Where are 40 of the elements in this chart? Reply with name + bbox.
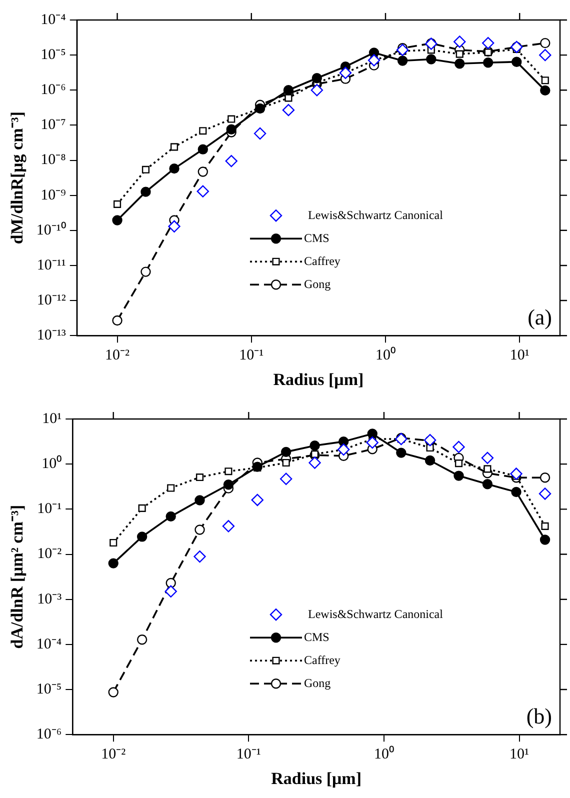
y-tick-label: 10¹ (42, 410, 62, 427)
y-axis-title: dA/dlnR [μm² cm⁻³] (8, 504, 27, 649)
x-tick-label: 10⁻² (101, 746, 126, 763)
x-tick-label: 10¹ (510, 746, 530, 763)
legend-label: Caffrey (304, 652, 340, 667)
annotation: (b) (526, 703, 552, 728)
x-tick-label: 10⁰ (376, 346, 396, 364)
x-tick-label: 10⁰ (374, 746, 394, 763)
x-tick-label: 10¹ (510, 348, 530, 364)
legend-label: Lewis&Schwartz Canonical (308, 208, 444, 222)
y-tick-label: 10⁻¹² (36, 292, 66, 308)
legend-label: Caffrey (304, 254, 340, 268)
y-tick-label: 10⁻⁷ (40, 117, 66, 134)
y-tick-label: 10⁻⁶ (36, 726, 62, 743)
y-tick-label: 10⁻⁴ (40, 12, 66, 28)
y-tick-label: 10⁻¹ (37, 501, 62, 518)
y-tick-label: 10⁻⁸ (40, 152, 66, 168)
y-tick-label: 10⁻⁹ (40, 187, 66, 204)
legend-label: Gong (304, 276, 331, 291)
y-tick-label: 10⁻⁵ (40, 47, 66, 64)
legend-label: Lewis&Schwartz Canonical (308, 606, 444, 621)
y-tick-label: 10⁻⁴ (36, 636, 62, 652)
y-tick-label: 10⁻¹¹ (36, 257, 66, 274)
x-axis-title: Radius [μm] (273, 370, 364, 390)
y-tick-label: 10⁻² (37, 546, 62, 562)
legend-label: CMS (304, 230, 330, 245)
x-tick-label: 10⁻¹ (239, 348, 264, 364)
y-tick-label: 10⁰ (42, 455, 62, 472)
annotation: (a) (528, 304, 552, 330)
y-tick-label: 10⁻¹³ (36, 328, 66, 344)
x-tick-label: 10⁻² (105, 348, 130, 364)
y-tick-label: 10⁻³ (37, 591, 62, 608)
y-axis-title: dM/dlnR[μg cm⁻³] (8, 111, 27, 244)
y-tick-label: 10⁻⁵ (36, 681, 62, 698)
legend-label: CMS (304, 630, 330, 644)
legend-label: Gong (304, 676, 331, 690)
y-tick-label: 10⁻¹⁰ (36, 221, 66, 238)
x-axis-title: Radius [μm] (271, 769, 362, 788)
x-tick-label: 10⁻¹ (236, 746, 261, 763)
y-tick-label: 10⁻⁶ (40, 82, 66, 98)
